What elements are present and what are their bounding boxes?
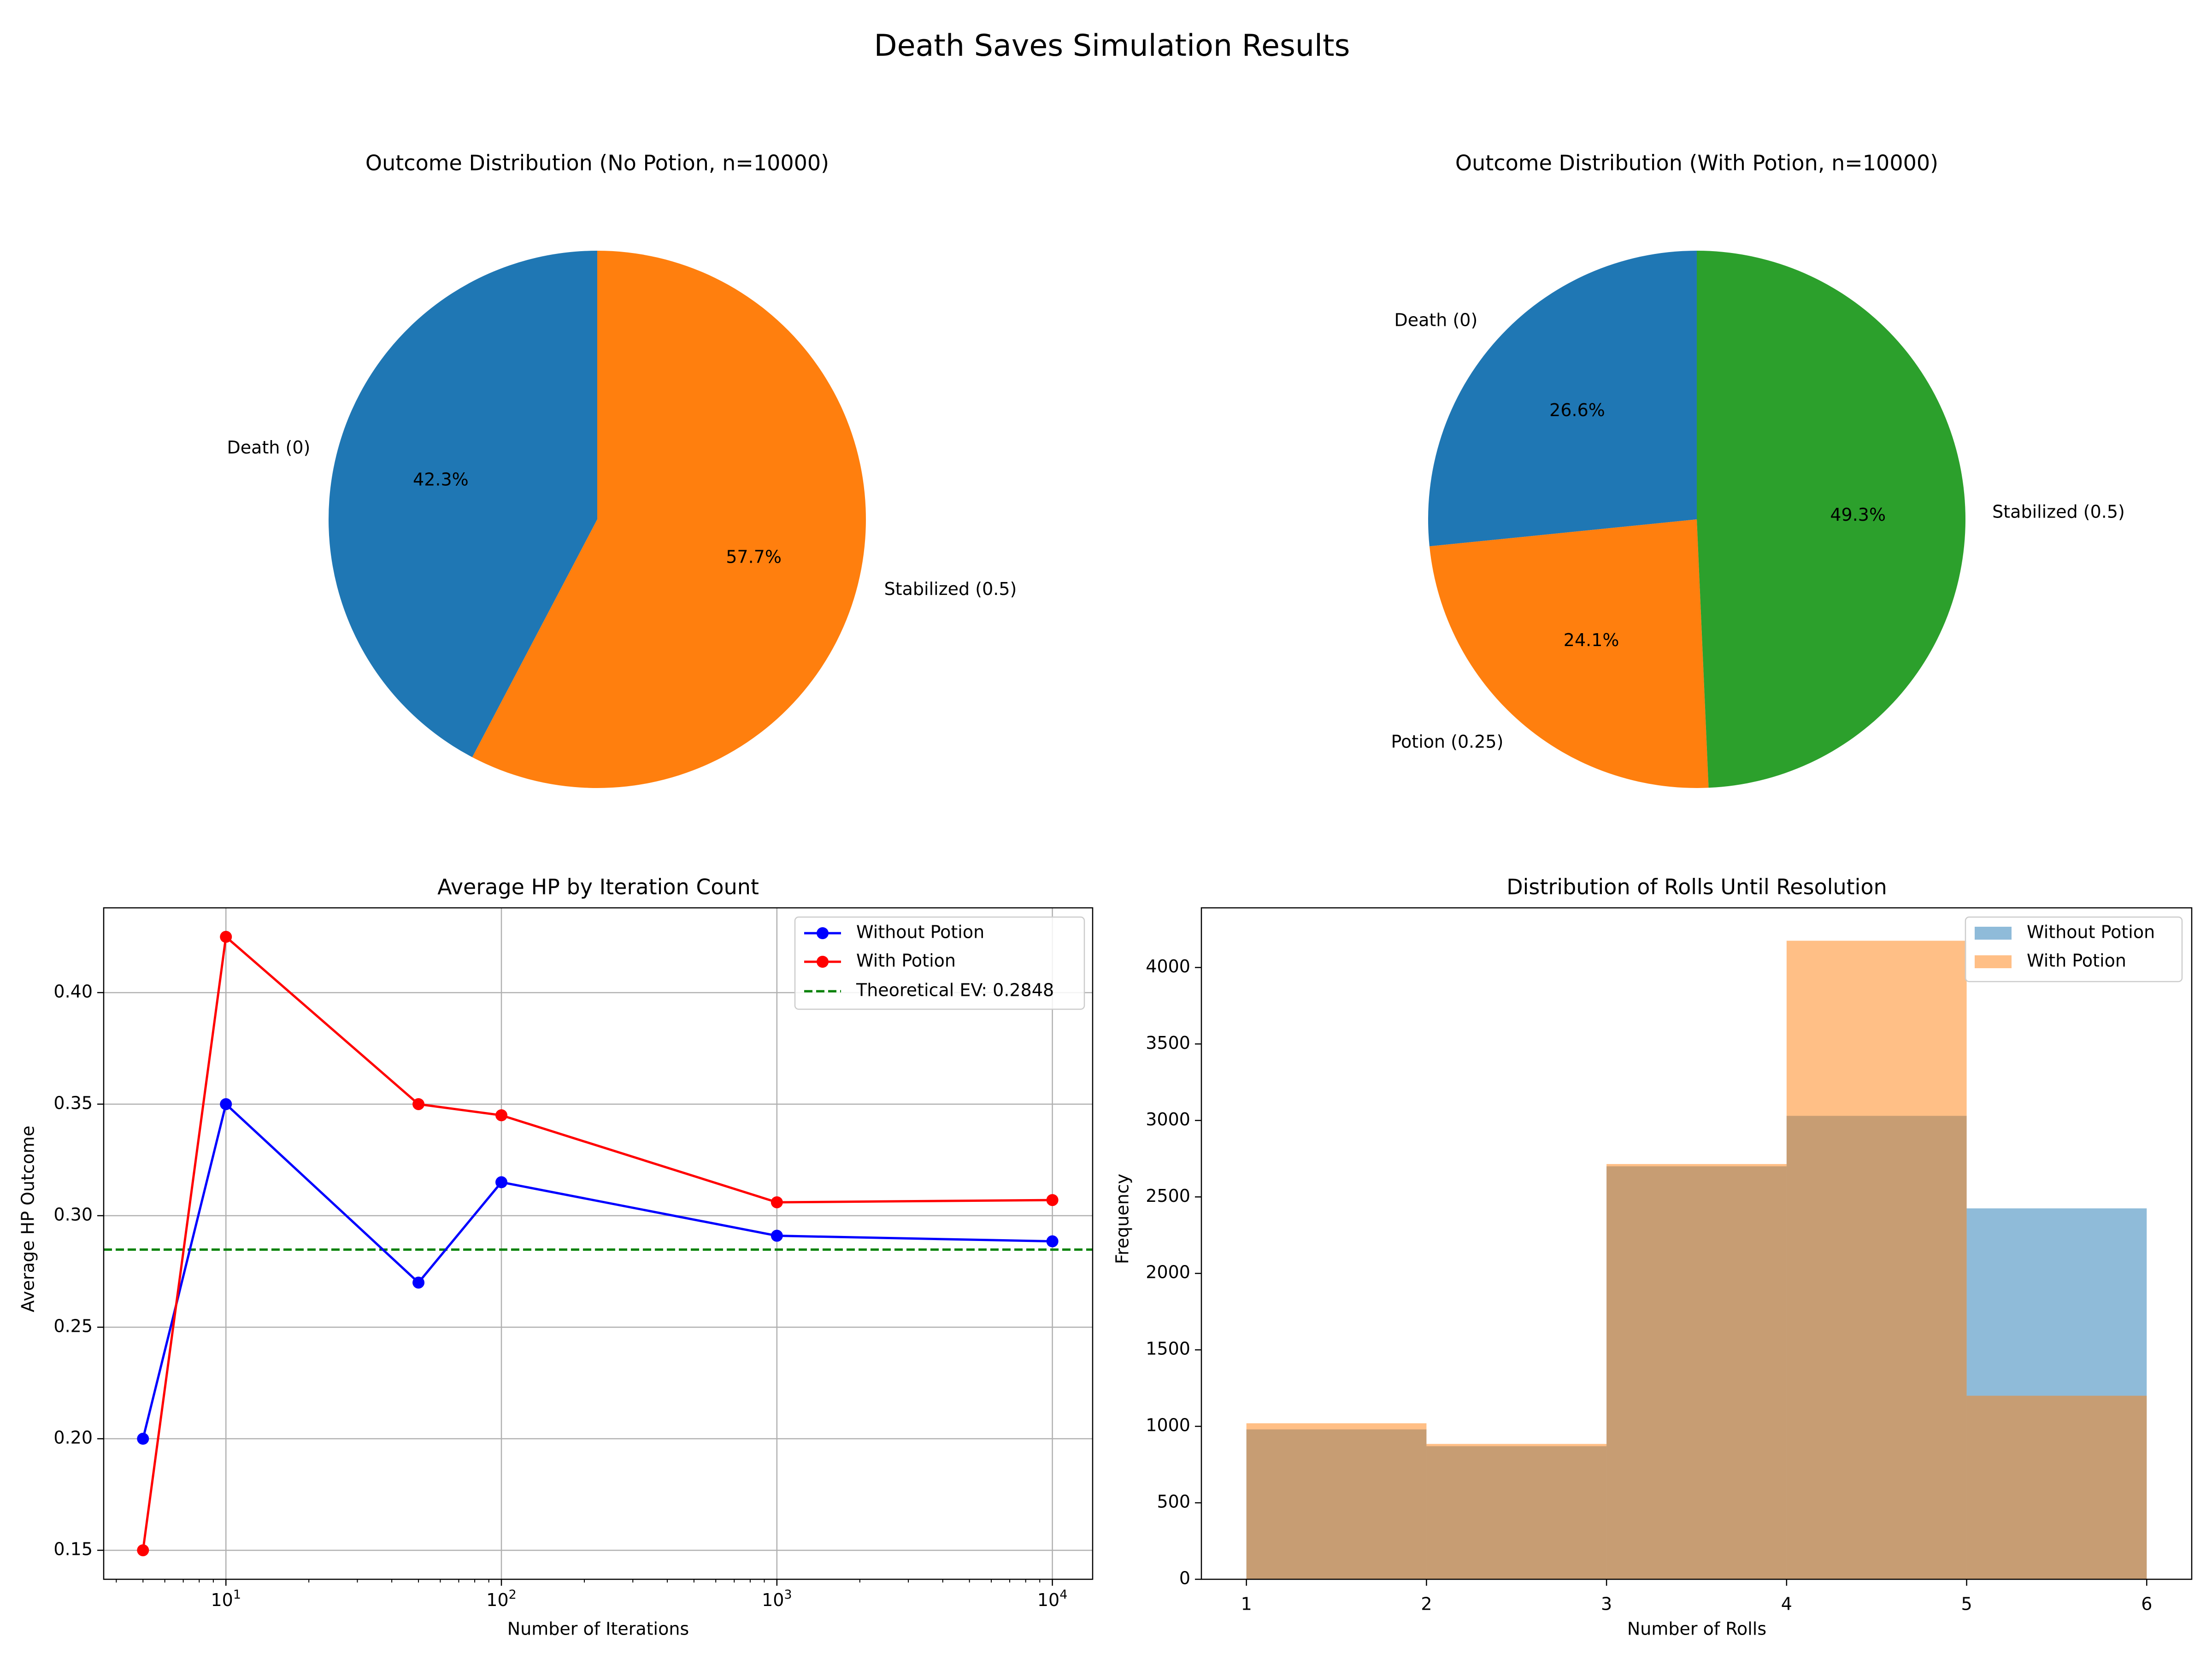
legend-label: Without Potion — [2027, 922, 2155, 942]
y-tick-label: 0.15 — [53, 1539, 93, 1559]
y-tick-label: 1000 — [1146, 1415, 1190, 1435]
pie-chart-no-potion: Outcome Distribution (No Potion, n=10000… — [227, 151, 1017, 788]
data-point — [495, 1176, 508, 1188]
pie-percent-label: 49.3% — [1830, 505, 1886, 525]
x-tick-label-exponent: 3 — [784, 1588, 792, 1602]
x-tick-label-base: 10 — [486, 1590, 508, 1610]
legend-label: Without Potion — [856, 922, 984, 942]
x-tick-label-base: 10 — [1037, 1590, 1059, 1610]
data-point — [771, 1196, 783, 1208]
data-point — [771, 1230, 783, 1242]
pie-slice-1 — [472, 251, 866, 788]
figure-title: Death Saves Simulation Results — [874, 29, 1350, 63]
y-tick-label: 2000 — [1146, 1262, 1190, 1282]
series-line-1 — [141, 935, 1053, 1551]
pie-category-label: Stabilized (0.5) — [884, 579, 1017, 599]
x-tick-label-base: 10 — [762, 1590, 784, 1610]
pie-percent-label: 57.7% — [726, 547, 782, 567]
legend-label: With Potion — [2027, 951, 2126, 971]
data-point — [495, 1109, 508, 1122]
x-tick-label: 5 — [1961, 1594, 1972, 1614]
pie-slice-1 — [1429, 519, 1709, 788]
series-line-0 — [141, 1102, 1053, 1439]
x-tick-label: 104 — [1037, 1588, 1068, 1610]
y-tick-label: 0.35 — [53, 1093, 93, 1113]
data-point — [1046, 1235, 1059, 1247]
x-tick-label: 103 — [762, 1588, 792, 1610]
data-point — [220, 1098, 232, 1110]
legend-swatch — [1975, 955, 2012, 968]
pie-category-label: Death (0) — [227, 437, 311, 458]
y-tick-label: 0.30 — [53, 1204, 93, 1224]
histogram-bar — [1786, 941, 1967, 1579]
data-point — [137, 1544, 149, 1557]
pie-category-label: Potion (0.25) — [1391, 732, 1504, 752]
x-tick-label-base: 10 — [211, 1590, 233, 1610]
x-tick-label: 6 — [2141, 1594, 2152, 1614]
pie2-title: Outcome Distribution (With Potion, n=100… — [1455, 151, 1938, 176]
histogram-bar — [1606, 1164, 1787, 1579]
data-point — [1046, 1194, 1059, 1206]
histogram-ylabel: Frequency — [1112, 1174, 1133, 1264]
plot-frame — [1200, 907, 2193, 1580]
y-tick-label: 3000 — [1146, 1109, 1190, 1130]
histogram-title: Distribution of Rolls Until Resolution — [1506, 875, 1887, 900]
x-tick-label: 3 — [1601, 1594, 1612, 1614]
histogram-bar — [1426, 1444, 1607, 1579]
x-tick-label: 102 — [486, 1588, 517, 1610]
line-chart-xlabel: Number of Iterations — [507, 1619, 689, 1639]
pie1-title: Outcome Distribution (No Potion, n=10000… — [365, 151, 829, 176]
histogram-xlabel: Number of Rolls — [1627, 1619, 1766, 1639]
y-tick-label: 4000 — [1146, 956, 1190, 977]
x-tick-label-exponent: 1 — [233, 1588, 241, 1602]
data-point — [412, 1277, 425, 1289]
legend-label: With Potion — [856, 951, 956, 971]
x-tick-label: 1 — [1241, 1594, 1252, 1614]
line-chart-ylabel: Average HP Outcome — [18, 1125, 38, 1312]
y-tick-label: 0.20 — [53, 1428, 93, 1448]
data-point — [412, 1098, 425, 1110]
histogram-bar — [1246, 1423, 1427, 1579]
histogram-rolls: Distribution of Rolls Until Resolution N… — [1112, 875, 2193, 1639]
y-tick-label: 3500 — [1146, 1033, 1190, 1053]
legend: Without Potion With Potion — [1965, 916, 2183, 982]
histogram-bar — [1966, 1395, 2147, 1579]
plot-frame — [103, 907, 1094, 1580]
x-tick-label: 2 — [1421, 1594, 1432, 1614]
y-tick-label: 0.40 — [53, 981, 93, 1001]
data-point — [220, 930, 232, 943]
legend: Without Potion With Potion Theoretical EV:… — [794, 916, 1085, 1010]
x-tick-label-exponent: 2 — [509, 1588, 517, 1602]
x-tick-label-exponent: 4 — [1059, 1588, 1067, 1602]
data-point — [137, 1433, 149, 1445]
y-tick-label: 500 — [1157, 1492, 1190, 1512]
pie-percent-label: 26.6% — [1549, 400, 1605, 420]
pie-category-label: Death (0) — [1394, 310, 1477, 330]
line-chart-average-hp: Average HP by Iteration Count Number of … — [18, 875, 1094, 1639]
line-chart-title: Average HP by Iteration Count — [437, 875, 759, 900]
pie-slice-0 — [328, 251, 597, 758]
y-tick-label: 0.25 — [53, 1316, 93, 1336]
pie-percent-label: 42.3% — [413, 470, 469, 490]
y-tick-label: 1500 — [1146, 1339, 1190, 1359]
legend-swatch — [1975, 927, 2012, 940]
pie-chart-with-potion: Outcome Distribution (With Potion, n=100… — [1391, 151, 2125, 788]
legend-swatch-marker — [817, 956, 829, 968]
legend-swatch-marker — [817, 927, 829, 939]
pie-percent-label: 24.1% — [1564, 630, 1619, 650]
pie-category-label: Stabilized (0.5) — [1992, 501, 2125, 522]
legend-box — [1965, 916, 2183, 982]
pie-slice-0 — [1428, 251, 1697, 547]
x-tick-label: 4 — [1781, 1594, 1792, 1614]
y-tick-label: 0 — [1179, 1568, 1190, 1588]
pie-slice-2 — [1697, 251, 1965, 788]
legend-label: Theoretical EV: 0.2848 — [856, 980, 1054, 1000]
y-tick-label: 2500 — [1146, 1186, 1190, 1206]
legend-box — [794, 916, 1085, 1010]
x-tick-label: 101 — [211, 1588, 241, 1610]
